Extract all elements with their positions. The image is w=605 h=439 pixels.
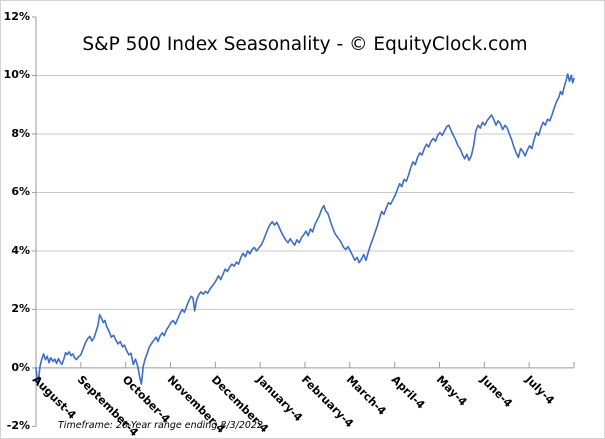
chart-title: S&P 500 Index Seasonality - © EquityCloc…	[82, 34, 528, 55]
y-axis-label: 10%	[3, 68, 30, 82]
y-axis-label: 6%	[11, 185, 30, 199]
y-axis-label: 4%	[11, 243, 30, 257]
y-axis-label: 2%	[11, 302, 30, 316]
y-axis-label: 8%	[11, 126, 30, 140]
timeframe-note: Timeframe: 20-Year range ending 8/3/2022	[58, 420, 264, 431]
y-axis-label: 0%	[11, 360, 30, 374]
seasonality-series-line	[35, 73, 575, 387]
y-axis-label: -2%	[6, 419, 30, 433]
y-axis-label: 12%	[3, 10, 30, 23]
